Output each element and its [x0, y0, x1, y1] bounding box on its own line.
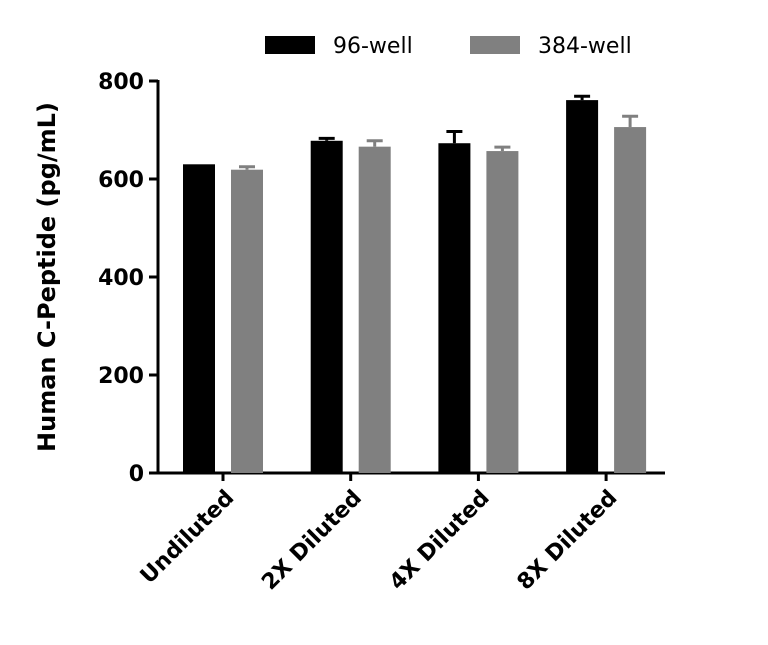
y-axis-label: Human C-Peptide (pg/mL): [33, 102, 61, 452]
y-tick-label: 600: [98, 168, 144, 193]
bar: [566, 100, 599, 474]
x-tick-label: 8X Diluted: [513, 486, 623, 596]
legend-label: 96-well: [333, 34, 413, 59]
legend-swatch: [470, 36, 520, 54]
y-tick-label: 0: [129, 462, 144, 487]
x-tick-label: 2X Diluted: [257, 486, 367, 596]
x-tick-label: Undiluted: [136, 486, 239, 589]
legend-swatch: [265, 36, 315, 54]
legend-label: 384-well: [538, 34, 632, 59]
bar: [310, 140, 343, 473]
y-tick-label: 200: [98, 364, 144, 389]
bar: [438, 143, 471, 474]
y-tick-label: 400: [98, 266, 144, 291]
x-tick-label: 4X Diluted: [385, 486, 495, 596]
bar: [358, 146, 391, 473]
bar: [231, 169, 263, 473]
bar: [183, 164, 215, 474]
y-tick-label: 800: [98, 70, 144, 95]
bar: [486, 151, 519, 473]
bar: [614, 127, 647, 473]
